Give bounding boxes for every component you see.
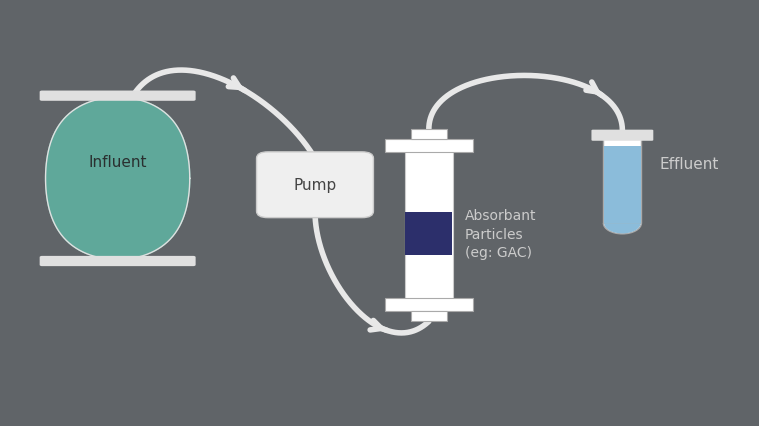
Text: Influent: Influent (88, 154, 147, 170)
FancyBboxPatch shape (257, 153, 373, 218)
Bar (405, 213, 452, 256)
FancyBboxPatch shape (591, 130, 653, 141)
Wedge shape (603, 224, 641, 234)
Text: Effluent: Effluent (660, 156, 719, 172)
Bar (603, 138, 641, 224)
Bar (411, 311, 447, 322)
Bar (385, 299, 473, 311)
Text: Pump: Pump (294, 178, 336, 193)
Bar (385, 140, 473, 153)
Bar (604, 147, 641, 224)
Bar (411, 130, 447, 140)
Bar (405, 149, 453, 302)
Polygon shape (46, 98, 190, 260)
Text: Absorbant
Particles
(eg: GAC): Absorbant Particles (eg: GAC) (465, 209, 536, 259)
FancyBboxPatch shape (39, 256, 196, 267)
FancyBboxPatch shape (39, 91, 196, 101)
Wedge shape (604, 224, 641, 234)
